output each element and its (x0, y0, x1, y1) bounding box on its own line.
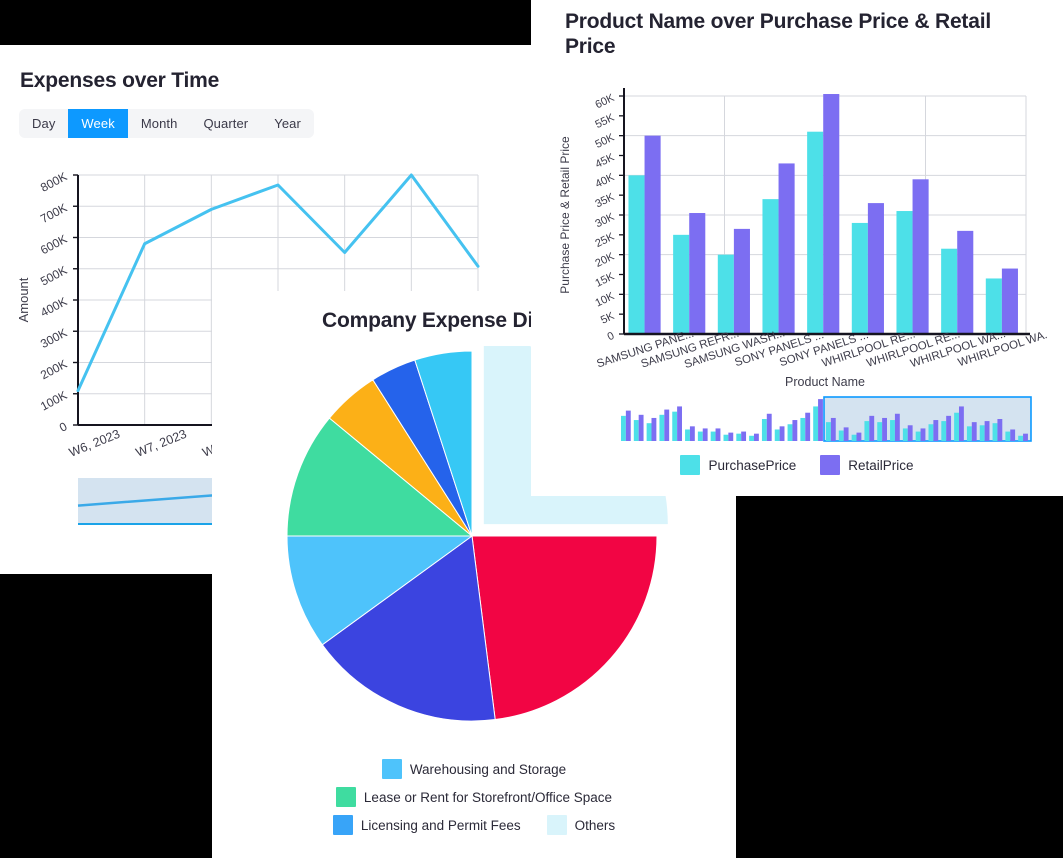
bars-panel-title: Product Name over Purchase Price & Retai… (565, 10, 991, 58)
svg-text:400K: 400K (38, 294, 69, 320)
background-block-bottom-left (0, 574, 212, 858)
svg-text:Amount: Amount (16, 291, 31, 322)
svg-text:W7, 2023: W7, 2023 (134, 427, 189, 460)
company-expense-distribution-panel: Company Expense Distribution Warehousing… (212, 291, 736, 858)
bars-legend-swatch-retailprice (820, 455, 841, 475)
tab-week[interactable]: Week (68, 109, 128, 138)
svg-text:Purchase Price & Retail Price: Purchase Price & Retail Price (558, 136, 572, 294)
pie-legend-item-licensing[interactable]: Licensing and Permit Fees (332, 815, 521, 835)
svg-text:15K: 15K (593, 270, 616, 290)
tab-year[interactable]: Year (274, 116, 301, 131)
svg-text:50K: 50K (593, 131, 616, 151)
svg-text:600K: 600K (38, 232, 69, 258)
bars-legend-item-retailprice[interactable]: RetailPrice (820, 455, 914, 475)
svg-text:60K: 60K (593, 92, 616, 112)
expenses-line-chart-lower[interactable]: 0100K200K300K400K500K600K700K800KAmountW… (0, 291, 212, 574)
svg-text:5K: 5K (599, 310, 617, 327)
tab-quarter[interactable]: Quarter (203, 116, 249, 131)
expenses-panel-title: Expenses over Time (20, 69, 220, 92)
svg-text:700K: 700K (38, 201, 69, 227)
pie-legend-item-lease[interactable]: Lease or Rent for Storefront/Office Spac… (335, 787, 613, 807)
bars-legend-label-retailprice: RetailPrice (848, 457, 914, 473)
pie-legend-label-licensing: Licensing and Permit Fees (360, 817, 521, 833)
pie-legend-swatch-others (546, 815, 567, 835)
bar-chart-minimap-brush[interactable] (531, 395, 1063, 445)
expenses-over-time-panel: Expenses over Time Day Week Month Quarte… (0, 45, 531, 291)
bars-legend-item-purchaseprice[interactable]: PurchasePrice (680, 455, 796, 475)
svg-text:35K: 35K (593, 191, 616, 211)
pie-legend-swatch-licensing (332, 815, 353, 835)
svg-text:0: 0 (606, 330, 617, 343)
pie-legend-label-lease: Lease or Rent for Storefront/Office Spac… (363, 789, 613, 805)
svg-text:25K: 25K (593, 230, 616, 250)
tab-month[interactable]: Month (140, 116, 178, 131)
pie-legend-row-2: Lease or Rent for Storefront/Office Spac… (212, 787, 736, 807)
expenses-line-chart[interactable]: 0100K200K300K400K500K600K700K800KAmountW… (0, 155, 531, 291)
svg-text:45K: 45K (593, 151, 616, 171)
pie-legend-item-others[interactable]: Others (546, 815, 616, 835)
bars-legend-swatch-purchaseprice (680, 455, 701, 475)
svg-text:300K: 300K (38, 326, 69, 352)
bars-legend: PurchasePrice RetailPrice (531, 455, 1063, 475)
svg-text:W8, 2023: W8, 2023 (200, 427, 212, 460)
pie-legend-swatch-lease (335, 787, 356, 807)
pie-legend-row-1: Warehousing and Storage (212, 759, 736, 779)
expenses-over-time-panel-lower: 0100K200K300K400K500K600K700K800KAmountW… (0, 291, 212, 574)
svg-text:Product Name: Product Name (785, 375, 865, 389)
background-block-top (0, 0, 531, 45)
pie-legend-item-warehousing[interactable]: Warehousing and Storage (381, 759, 567, 779)
svg-text:200K: 200K (38, 357, 69, 383)
pie-legend-row-3: Licensing and Permit Fees Others (212, 815, 736, 835)
svg-text:20K: 20K (593, 250, 616, 270)
svg-text:30K: 30K (593, 211, 616, 231)
svg-text:40K: 40K (593, 171, 616, 191)
tab-day[interactable]: Day (32, 116, 56, 131)
pie-legend-label-warehousing: Warehousing and Storage (409, 761, 567, 777)
svg-text:0: 0 (57, 419, 70, 435)
svg-text:10K: 10K (593, 290, 616, 310)
svg-text:500K: 500K (38, 263, 69, 289)
expense-distribution-pie-chart[interactable] (212, 346, 736, 746)
svg-text:Amount: Amount (16, 277, 31, 291)
product-price-bar-panel: Product Name over Purchase Price & Retai… (531, 0, 1063, 496)
pie-legend-swatch-warehousing (381, 759, 402, 779)
svg-text:800K: 800K (38, 169, 69, 195)
pie-legend-label-others: Others (574, 817, 616, 833)
background-block-bottom-right (736, 496, 1063, 858)
svg-text:100K: 100K (38, 388, 69, 414)
svg-text:W6, 2023: W6, 2023 (67, 427, 122, 460)
time-granularity-tabbar[interactable]: Day Week Month Quarter Year (19, 109, 314, 138)
svg-text:55K: 55K (593, 111, 616, 131)
bars-legend-label-purchaseprice: PurchasePrice (708, 457, 797, 473)
